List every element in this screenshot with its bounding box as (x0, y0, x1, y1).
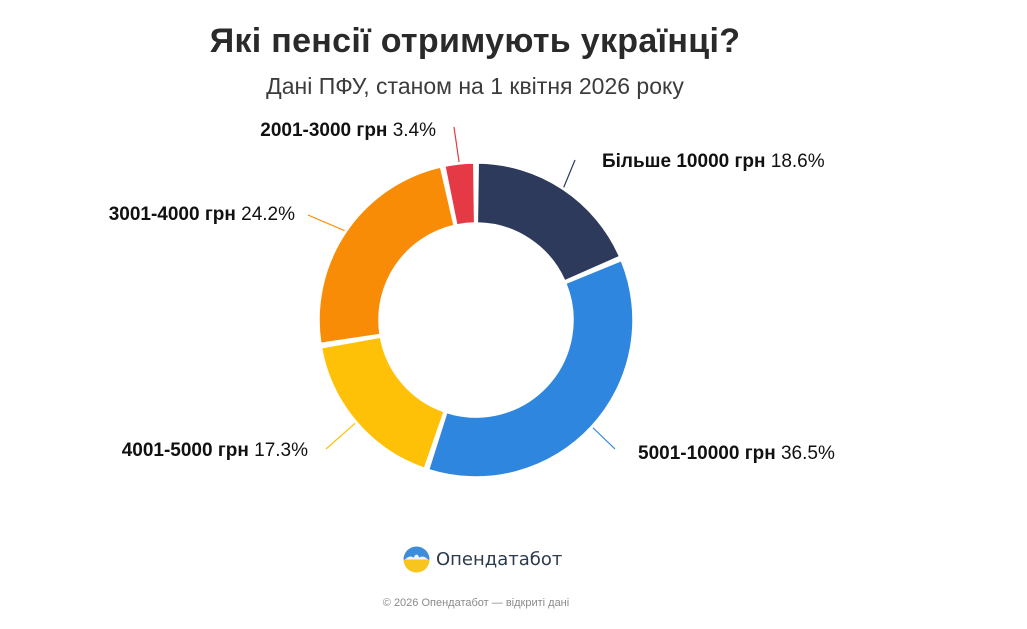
slice-label-value: 18.6% (771, 151, 825, 172)
donut-slice-3 (320, 336, 446, 470)
slice-label-4: 3001-4000 грн 24.2% (109, 204, 295, 225)
slice-label-value: 3.4% (393, 120, 436, 141)
chart-subtitle: Дані ПФУ, станом на 1 квітня 2026 року (266, 73, 684, 99)
chart-title: Які пенсії отримують українці? (209, 22, 741, 60)
brand-name: Опендатабот (436, 548, 563, 570)
slice-label-5: 2001-3000 грн 3.4% (260, 120, 436, 141)
slice-label-value: 24.2% (241, 204, 295, 225)
slice-label-3: 4001-5000 грн 17.3% (122, 440, 308, 461)
leader-line-3 (325, 422, 356, 450)
donut-slice-5 (443, 162, 476, 226)
footer-copyright: © 2026 Опендатабот — відкриті дані (382, 597, 570, 609)
donut-slice-2 (427, 259, 634, 478)
slice-label-category: 2001-3000 грн (260, 120, 392, 141)
slice-label-1: Більше 10000 грн 18.6% (602, 151, 825, 172)
slice-label-category: 3001-4000 грн (109, 204, 241, 225)
slice-label-value: 36.5% (781, 443, 835, 464)
brand: Опендатабот (403, 545, 562, 573)
leader-line-2 (592, 427, 616, 450)
leader-line-5 (453, 126, 460, 162)
leader-line-1 (563, 159, 576, 188)
slice-label-category: Більше 10000 грн (602, 151, 771, 172)
slice-label-2: 5001-10000 грн 36.5% (638, 443, 835, 464)
opendatabot-logo-icon (403, 545, 430, 573)
leader-line-4 (307, 214, 345, 232)
slice-label-category: 4001-5000 грн (122, 440, 254, 461)
slice-label-value: 17.3% (254, 440, 308, 461)
donut-slice-1 (476, 162, 621, 282)
donut-slice-4 (318, 166, 456, 345)
slice-label-category: 5001-10000 грн (638, 443, 781, 464)
